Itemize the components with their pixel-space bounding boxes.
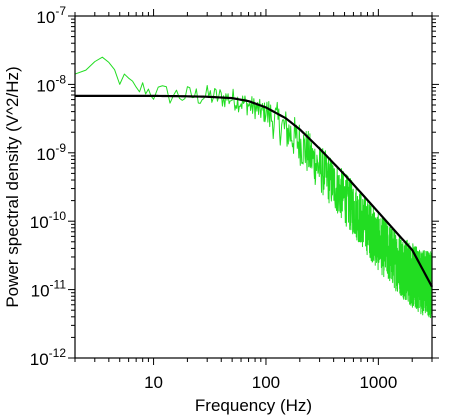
- y-tick-label: 10-11: [31, 278, 67, 301]
- x-tick-label: 1000: [359, 373, 397, 392]
- plot-area: [74, 15, 433, 359]
- y-axis: 10-12 10-11 10-10 10-9 10-8 10-7: [30, 4, 439, 369]
- y-tick-label: 10-10: [30, 209, 67, 232]
- y-axis-label: Power spectral density (V^2/Hz): [3, 66, 22, 307]
- lorentzian-fit-line: [75, 94, 433, 288]
- y-tick-label: 10-12: [30, 346, 67, 369]
- x-axis: 10 100 1000: [74, 9, 433, 392]
- plot-frame: [74, 15, 433, 359]
- x-tick-label: 100: [252, 373, 280, 392]
- y-tick-label: 10-7: [36, 4, 66, 27]
- y-tick-label: 10-8: [36, 72, 66, 95]
- y-tick-label: 10-9: [36, 141, 66, 164]
- x-axis-label: Frequency (Hz): [195, 396, 312, 415]
- x-tick-label: 10: [144, 373, 163, 392]
